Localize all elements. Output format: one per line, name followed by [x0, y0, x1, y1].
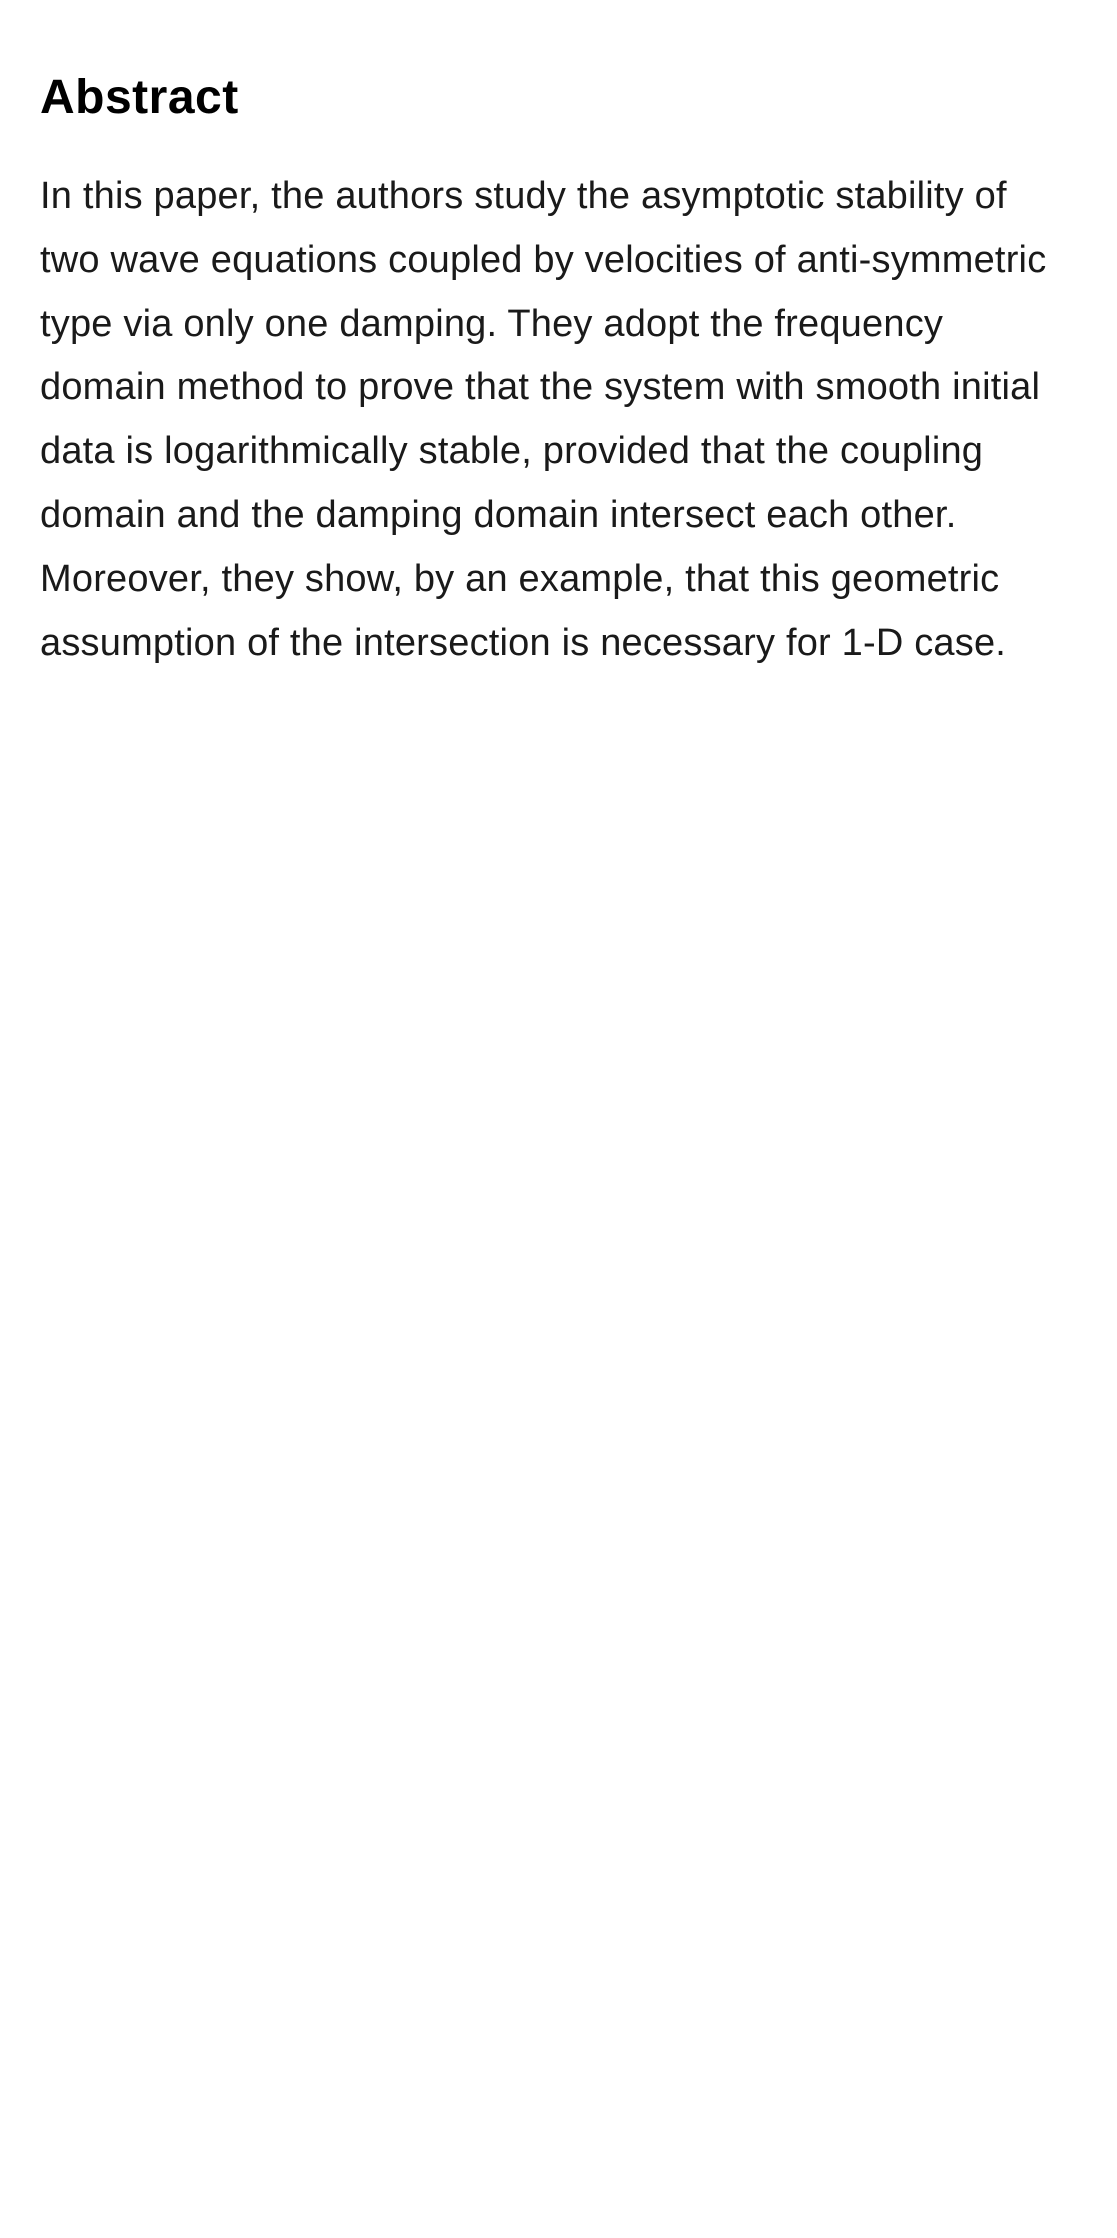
- abstract-heading: Abstract: [40, 70, 1077, 125]
- abstract-body: In this paper, the authors study the asy…: [40, 165, 1077, 676]
